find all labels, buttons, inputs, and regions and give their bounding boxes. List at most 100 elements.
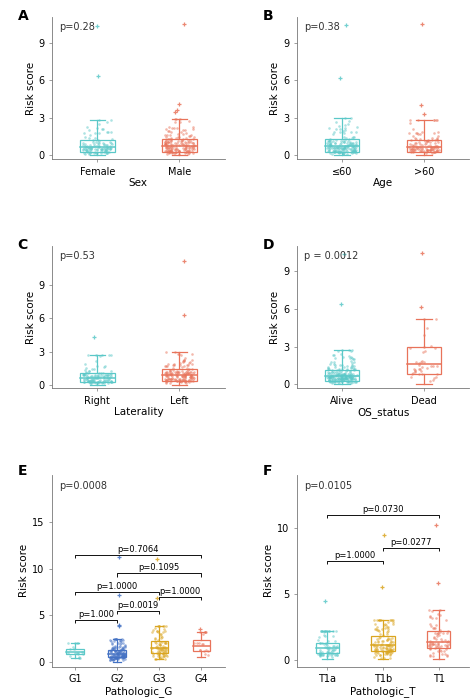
Point — [86, 376, 93, 387]
Point — [170, 140, 177, 151]
Point — [164, 370, 171, 381]
Point — [108, 138, 116, 149]
Point — [162, 637, 169, 648]
Point — [81, 369, 88, 380]
Point — [345, 115, 353, 126]
X-axis label: Age: Age — [373, 178, 393, 188]
Point — [114, 638, 122, 649]
Point — [443, 641, 450, 653]
Point — [173, 369, 180, 380]
Point — [116, 647, 123, 658]
Point — [109, 654, 117, 665]
Point — [343, 364, 351, 376]
Point — [118, 651, 126, 662]
Point — [185, 115, 193, 126]
Point — [418, 301, 425, 312]
Point — [339, 372, 347, 383]
Point — [351, 132, 358, 143]
Point — [417, 142, 424, 153]
Point — [329, 371, 337, 382]
Point — [164, 137, 172, 148]
Point — [430, 622, 438, 633]
Point — [108, 376, 115, 387]
Point — [112, 645, 119, 656]
Point — [387, 653, 394, 664]
Point — [336, 120, 343, 131]
Point — [432, 520, 440, 531]
Point — [334, 649, 341, 660]
Point — [160, 621, 167, 632]
Point — [108, 651, 116, 662]
Point — [179, 374, 187, 385]
Point — [114, 646, 121, 658]
Point — [408, 371, 415, 383]
Point — [372, 649, 380, 660]
Point — [353, 121, 360, 133]
Point — [175, 373, 183, 385]
Point — [83, 375, 91, 386]
Point — [119, 652, 127, 663]
Point — [343, 141, 350, 152]
Point — [189, 147, 196, 158]
Point — [119, 643, 127, 654]
Point — [185, 136, 193, 147]
Point — [345, 142, 352, 154]
Point — [100, 377, 108, 388]
Point — [381, 619, 388, 630]
Point — [179, 371, 186, 383]
Point — [348, 144, 356, 156]
Point — [200, 639, 207, 650]
Point — [332, 144, 340, 156]
Point — [111, 641, 118, 653]
Point — [104, 371, 111, 383]
Point — [185, 142, 192, 154]
Point — [321, 595, 328, 606]
Point — [167, 142, 174, 153]
Point — [330, 358, 338, 369]
Text: p=0.0105: p=0.0105 — [304, 481, 352, 491]
Point — [64, 638, 72, 649]
Point — [347, 373, 355, 385]
Point — [418, 140, 425, 151]
Point — [439, 628, 447, 639]
Point — [415, 359, 422, 370]
Point — [163, 367, 170, 378]
Point — [330, 640, 337, 651]
Point — [346, 139, 354, 150]
Point — [377, 653, 384, 664]
Point — [347, 369, 355, 380]
Point — [406, 146, 414, 157]
Point — [427, 144, 434, 156]
Point — [407, 143, 415, 154]
Y-axis label: Risk score: Risk score — [26, 290, 36, 344]
Point — [330, 146, 338, 157]
Point — [347, 373, 355, 384]
Point — [329, 625, 337, 637]
Point — [328, 142, 336, 154]
Point — [173, 366, 181, 378]
Point — [324, 146, 331, 157]
Text: p=0.0730: p=0.0730 — [362, 505, 404, 514]
Point — [411, 365, 419, 376]
Point — [175, 149, 183, 160]
Point — [167, 142, 174, 153]
Point — [317, 648, 324, 659]
Point — [333, 625, 340, 637]
Point — [166, 368, 174, 379]
Point — [115, 621, 122, 632]
Point — [89, 376, 97, 387]
Point — [343, 365, 350, 376]
Point — [434, 578, 441, 589]
Point — [346, 377, 353, 388]
Point — [318, 625, 326, 637]
Point — [190, 143, 197, 154]
Point — [333, 142, 341, 153]
Point — [173, 371, 181, 383]
Point — [107, 376, 115, 387]
Point — [82, 374, 90, 385]
Bar — [325, 139, 359, 152]
Point — [351, 364, 358, 375]
Point — [429, 648, 437, 659]
Point — [335, 346, 342, 357]
Point — [163, 649, 170, 660]
